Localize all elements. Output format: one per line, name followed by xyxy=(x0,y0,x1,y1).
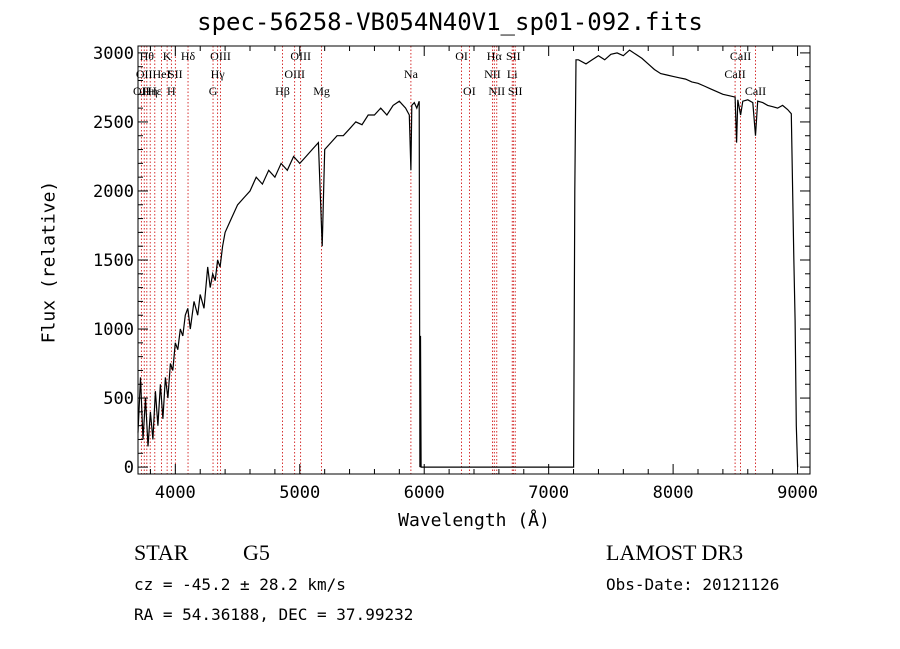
line-label-10: G xyxy=(209,84,218,98)
y-tick-label-500: 500 xyxy=(103,389,134,409)
chart-title: spec-56258-VB054N40V1_sp01-092.fits xyxy=(197,8,703,36)
line-label-22: NII xyxy=(488,84,505,98)
plot-frame xyxy=(137,45,811,475)
x-tick-label-9000: 9000 xyxy=(777,483,818,503)
x-tick-label-6000: 6000 xyxy=(404,483,445,503)
line-label-25: SII xyxy=(508,84,523,98)
line-label-17: Na xyxy=(404,67,419,81)
line-label-26: CaII xyxy=(724,67,745,81)
y-tick-label-0: 0 xyxy=(124,458,134,478)
line-label-19: OI xyxy=(463,84,476,98)
line-label-21: Hα xyxy=(487,49,503,63)
redshift-info: cz = -45.2 ± 28.2 km/s xyxy=(134,575,346,594)
line-label-20: NII xyxy=(484,67,501,81)
line-label-5: HeI xyxy=(153,67,171,81)
x-tick-label-8000: 8000 xyxy=(653,483,694,503)
line-label-12: OIII xyxy=(210,49,231,63)
line-label-28: CaII xyxy=(745,84,766,98)
line-label-14: OIII xyxy=(284,67,305,81)
y-tick-label-1500: 1500 xyxy=(93,251,134,271)
line-label-4: Hε xyxy=(148,84,162,98)
line-label-9: Hδ xyxy=(181,49,196,63)
spectral-line-markers xyxy=(140,46,756,474)
line-label-6: K xyxy=(163,49,172,63)
survey-name: LAMOST DR3 xyxy=(606,540,744,565)
line-label-15: OIII xyxy=(290,49,311,63)
x-tick-label-5000: 5000 xyxy=(279,483,320,503)
line-label-23: Li xyxy=(507,67,518,81)
line-label-3: Hη xyxy=(143,84,158,98)
x-axis-label: Wavelength (Å) xyxy=(398,510,550,531)
line-label-7: H xyxy=(167,84,176,98)
line-label-24: SII xyxy=(506,49,521,63)
y-tick-label-1000: 1000 xyxy=(93,320,134,340)
line-label-27: CaII xyxy=(730,49,751,63)
line-label-18: OI xyxy=(455,49,468,63)
observation-date: Obs-Date: 20121126 xyxy=(606,575,780,594)
line-label-0: OII xyxy=(133,84,150,98)
series-flux xyxy=(137,49,799,468)
spectrum-series xyxy=(137,49,799,468)
x-tick-label-7000: 7000 xyxy=(528,483,569,503)
line-label-1: OII xyxy=(136,67,153,81)
axis-ticks: 4000 5000 6000 7000 8000 9000 0 500 1000 1500 2000… xyxy=(93,44,818,503)
object-subclass: G5 xyxy=(243,540,270,565)
y-tick-label-2500: 2500 xyxy=(93,113,134,133)
line-label-16: Mg xyxy=(313,84,330,98)
line-label-8: SII xyxy=(168,67,183,81)
coordinates: RA = 54.36188, DEC = 37.99232 xyxy=(134,605,414,624)
line-label-11: Hγ xyxy=(211,67,226,81)
y-tick-label-2000: 2000 xyxy=(93,182,134,202)
y-axis-label: Flux (relative) xyxy=(38,180,60,344)
y-tick-label-3000: 3000 xyxy=(93,44,134,64)
object-class: STAR xyxy=(134,540,189,565)
line-label-2: Hθ xyxy=(140,49,155,63)
line-label-13: Hβ xyxy=(275,84,290,98)
x-tick-label-4000: 4000 xyxy=(155,483,196,503)
